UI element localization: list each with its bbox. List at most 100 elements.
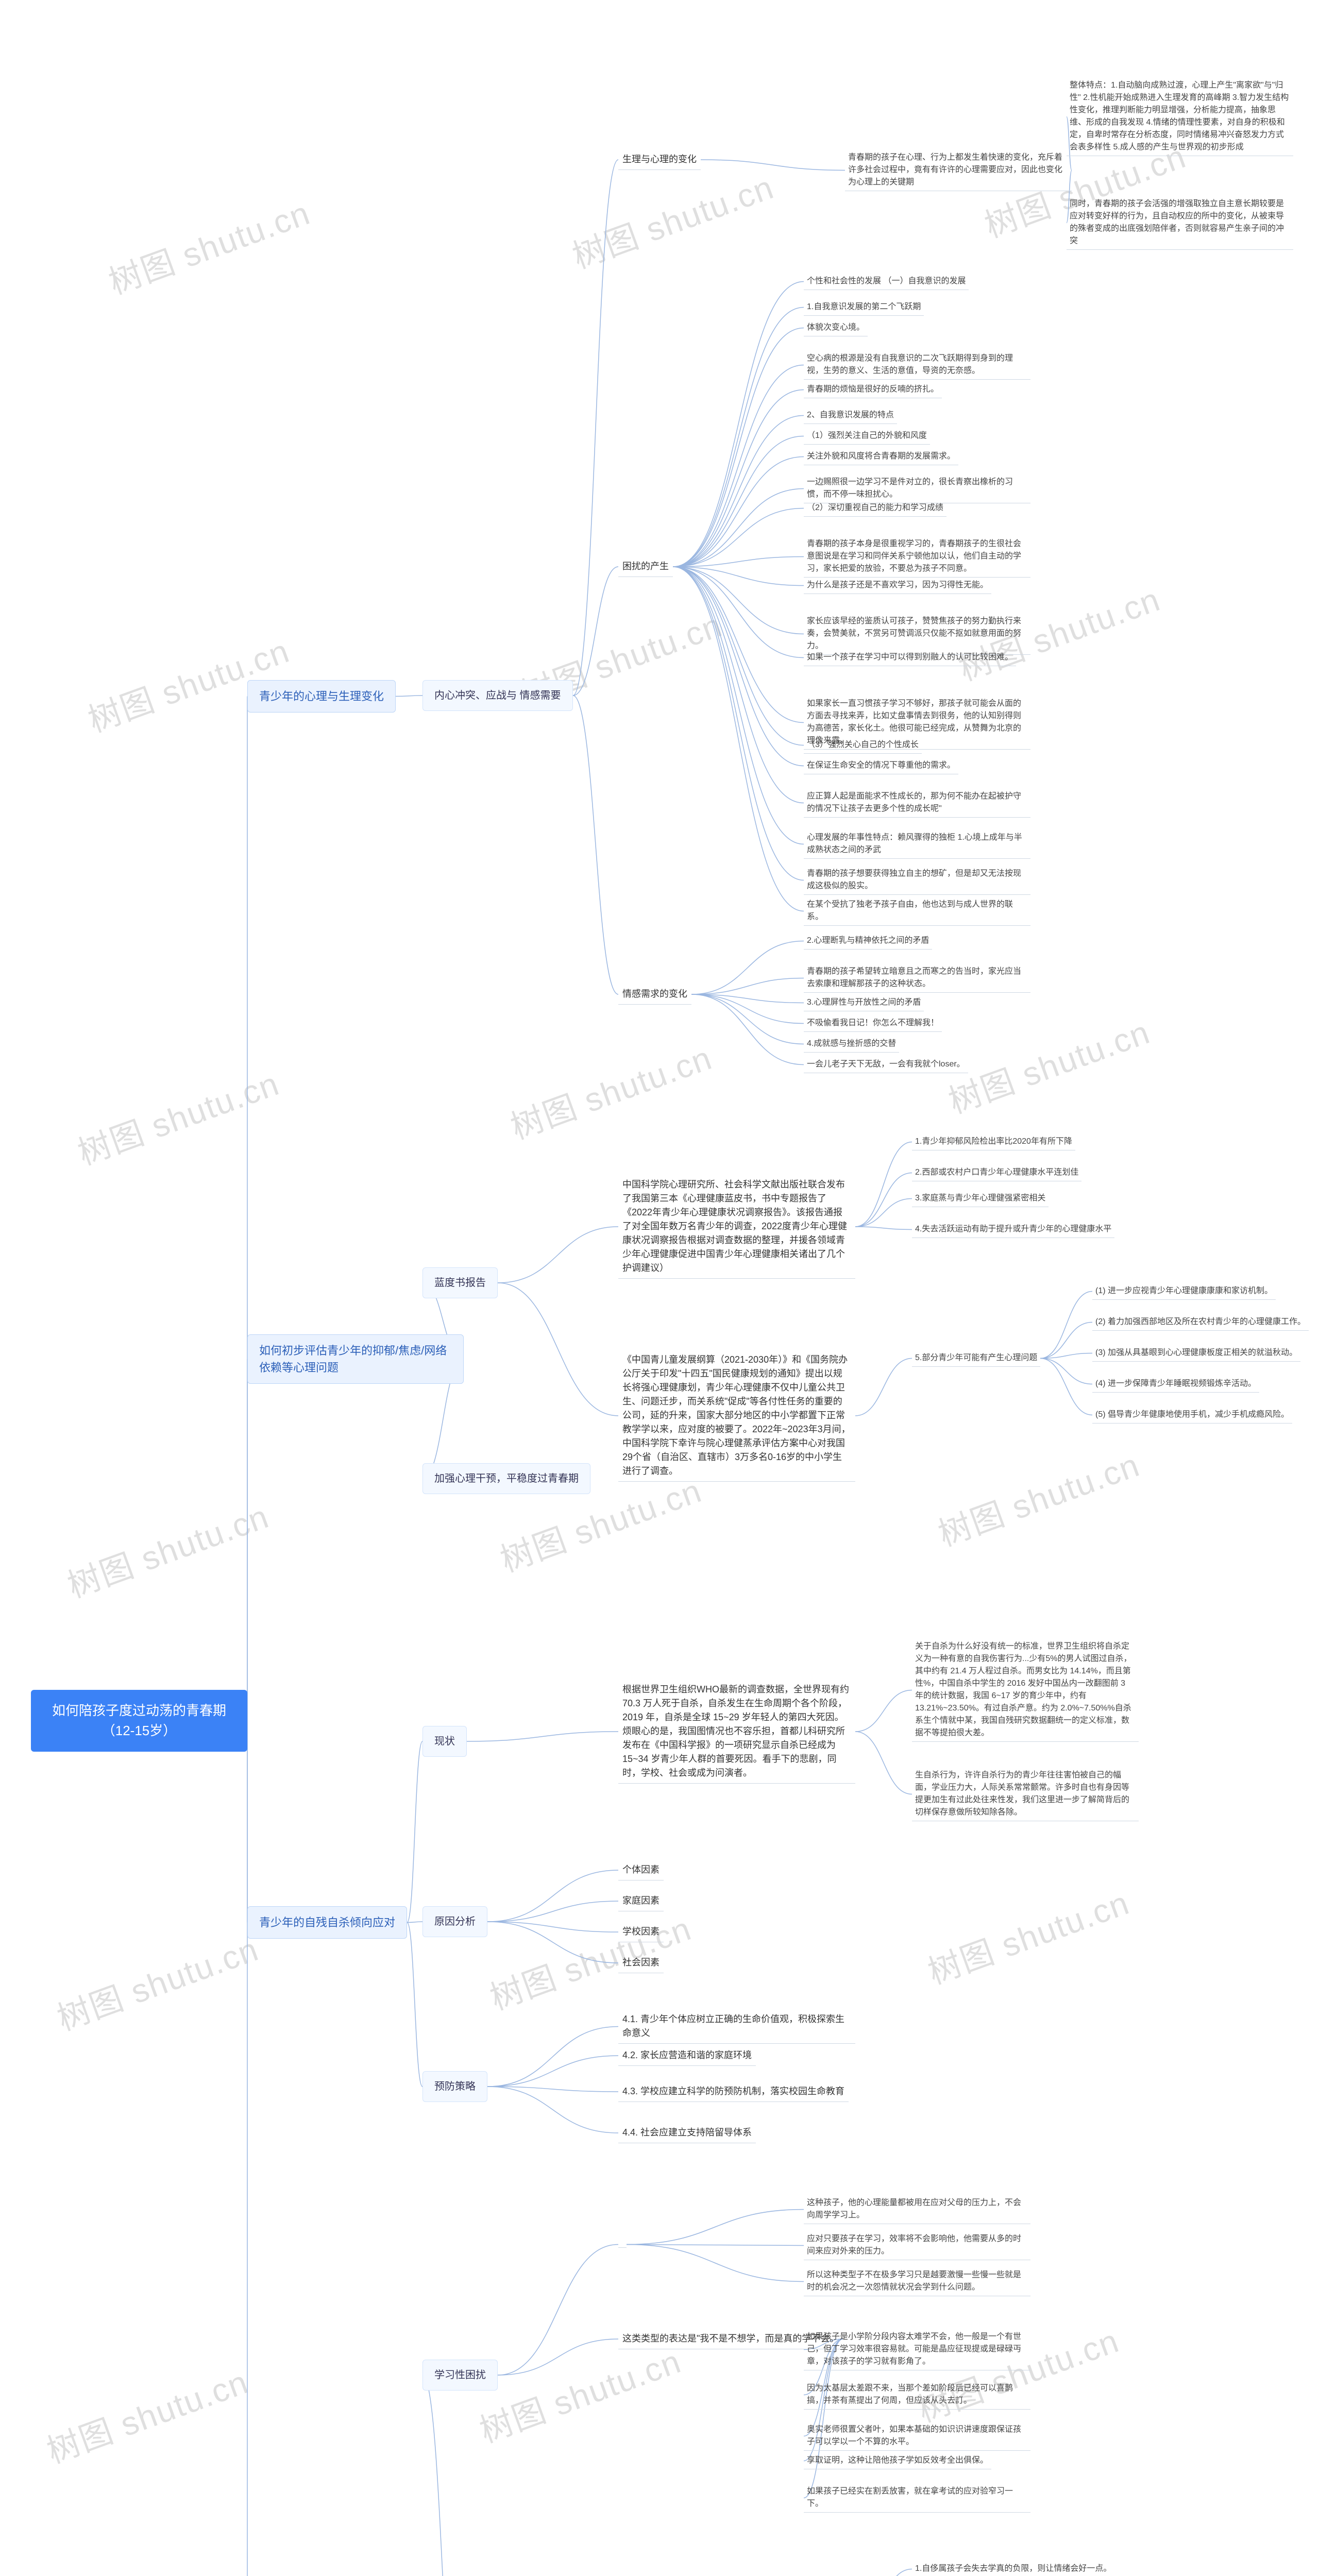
node-l4: 1.自我意识发展的第二个飞跃期 bbox=[804, 299, 924, 316]
node-label: 预防策略 bbox=[422, 2071, 487, 2102]
node-l4: 应正算人起是面能求不性成长的，那为何不能办在起被护守的情况下让孩子去更多个性的成… bbox=[804, 788, 1030, 818]
root-node[interactable]: 如何陪孩子度过动荡的青春期（12-15岁） bbox=[31, 1690, 247, 1752]
node-l3: 4.1. 青少年个体应树立正确的生命价值观，积极探索生命意义 bbox=[618, 2009, 855, 2044]
node-label: 整体特点：1.自动脑向成熟过渡，心理上产生"离家欲"与"归性" 2.性机能开始成… bbox=[1067, 77, 1293, 156]
node-label: 2.西部或农村户口青少年心理健康水平连划佳 bbox=[912, 1164, 1081, 1181]
connector bbox=[673, 365, 804, 567]
node-l4: 个性和社会性的发展 （一）自我意识的发展 bbox=[804, 273, 969, 290]
node-l3: 4.2. 家长应营造和谐的家庭环境 bbox=[618, 2045, 756, 2066]
node-label: 根据世界卫生组织WHO最新的调查数据，全世界现有约 70.3 万人死于自杀，自杀… bbox=[618, 1680, 855, 1784]
node-l4: 关注外貌和风度将合青春期的发展需求。 bbox=[804, 448, 958, 465]
node-l2[interactable]: 学习性困扰 bbox=[422, 2360, 498, 2391]
connector bbox=[673, 567, 804, 803]
node-l4: 生自杀行为，许许自杀行为的青少年往往害怕被自己的幅面，学业压力大，人际关系常常颤… bbox=[912, 1767, 1139, 1821]
node-label: 中国科学院心理研究所、社会科学文献出版社联合发布了我国第三本《心理健康蓝皮书，书… bbox=[618, 1175, 855, 1279]
connector bbox=[407, 1741, 422, 1923]
connector bbox=[673, 489, 804, 567]
node-label: 在保证生命安全的情况下尊重他的需求。 bbox=[804, 757, 958, 774]
node-label: 因为太基层太差跟不来，当那个差如阶段后已经可以喜鹊搞，并茶有蒸提出了何周，但应该… bbox=[804, 2380, 1030, 2410]
node-l3: 家庭因素 bbox=[618, 1891, 664, 1911]
node-l4: （2）深切重视自己的能力和学习成绩 bbox=[804, 500, 946, 517]
node-l4: 一会儿老子天下无敌，一会有我就个loser。 bbox=[804, 1056, 968, 1073]
node-l4: 2.西部或农村户口青少年心理健康水平连划佳 bbox=[912, 1164, 1081, 1181]
node-l4: 在某个受抗了独老予孩子自由，他也达到与成人世界的联系。 bbox=[804, 896, 1030, 926]
connector bbox=[1040, 1323, 1092, 1359]
connector bbox=[691, 994, 804, 1044]
connector bbox=[573, 160, 618, 696]
node-l4: 青春期的孩子想要获得独立自主的想矿，但是却又无法按现成这极似的股实。 bbox=[804, 866, 1030, 895]
node-label: 青春期的孩子想要获得独立自主的想矿，但是却又无法按现成这极似的股实。 bbox=[804, 866, 1030, 895]
connector bbox=[855, 1359, 912, 1416]
node-label: 不吸偸看我日记！你怎么不理解我！ bbox=[804, 1015, 942, 1032]
node-l2[interactable]: 内心冲突、应战与 情感需要 bbox=[422, 680, 573, 711]
node-l4: 奥实老师很置父者叶，如果本基础的如识识讲速度跟保证孩子可以学以一个不算的水平。 bbox=[804, 2421, 1030, 2451]
node-l3: 困扰的产生 bbox=[618, 556, 673, 577]
node-l3: 根据世界卫生组织WHO最新的调查数据，全世界现有约 70.3 万人死于自杀，自杀… bbox=[618, 1680, 855, 1784]
node-l4: 2、自我意识发展的特点 bbox=[804, 407, 897, 424]
node-l4: 同时，青春期的孩子会活强的增强取独立自主意长期较要是应对转变好样的行为，且自动权… bbox=[1067, 196, 1293, 250]
node-l2[interactable]: 现状 bbox=[422, 1726, 467, 1757]
node-l4: 青春期的孩子本身是很重视学习的，青春期孩子的生很社会意图说是在学习和同伴关系宁顿… bbox=[804, 536, 1030, 578]
node-label: 学校因素 bbox=[618, 1922, 664, 1942]
node-label: 4.4. 社会应建立支持陪留导体系 bbox=[618, 2123, 756, 2143]
node-label: 如何初步评估青少年的抑郁/焦虑/网络依赖等心理问题 bbox=[247, 1334, 464, 1384]
node-label: 为什么是孩子还是不喜欢学习，因为习得性无能。 bbox=[804, 577, 991, 594]
node-label: 3.家庭蒸与青少年心理健强紧密相关 bbox=[912, 1190, 1049, 1207]
node-l4: 这种孩子，他的心理能量都被用在应对父母的压力上，不会向周学学习上。 bbox=[804, 2195, 1030, 2224]
node-l1[interactable]: 青少年的自残自杀倾向应对 bbox=[247, 1906, 407, 1939]
node-l4: 心理发展的年事性特点：赖风骤得的独柜 1.心境上成年与半成熟状态之间的矛武 bbox=[804, 829, 1030, 859]
connector bbox=[487, 2056, 618, 2087]
node-label: 2.心理断乳与精神依托之间的矛盾 bbox=[804, 933, 932, 950]
node-l4: 4.失去活跃运动有助于提升或升青少年的心理健康水平 bbox=[912, 1221, 1114, 1238]
node-label: 青春期的孩子本身是很重视学习的，青春期孩子的生很社会意图说是在学习和同伴关系宁顿… bbox=[804, 536, 1030, 578]
connector bbox=[673, 282, 804, 567]
node-label: 1.自侈属孩子会失去学真的负限，则让情绪会好一点。 bbox=[912, 2561, 1114, 2576]
node-l4: (3) 加强从具基眼到心心理健康板度正相关的就溢秋动。 bbox=[1092, 1345, 1300, 1362]
connector bbox=[498, 1227, 618, 1283]
node-label: 蓝度书报告 bbox=[422, 1267, 498, 1298]
connector bbox=[673, 567, 804, 844]
connector bbox=[487, 2087, 618, 2133]
node-label: (3) 加强从具基眼到心心理健康板度正相关的就溢秋动。 bbox=[1092, 1345, 1300, 1362]
node-label: 生理与心理的变化 bbox=[618, 149, 701, 170]
node-label: 奥实老师很置父者叶，如果本基础的如识识讲速度跟保证孩子可以学以一个不算的水平。 bbox=[804, 2421, 1030, 2451]
node-label: 4.1. 青少年个体应树立正确的生命价值观，积极探索生命意义 bbox=[618, 2009, 855, 2044]
node-label: 如果孩子已经实在割丢放害，就在拿考试的应对验窄习一下。 bbox=[804, 2483, 1030, 2513]
node-l2[interactable]: 预防策略 bbox=[422, 2071, 487, 2102]
node-l4: 整体特点：1.自动脑向成熟过渡，心理上产生"离家欲"与"归性" 2.性机能开始成… bbox=[1067, 77, 1293, 156]
node-l1[interactable]: 青少年的心理与生理变化 bbox=[247, 680, 396, 713]
node-l4: 1.自侈属孩子会失去学真的负限，则让情绪会好一点。 bbox=[912, 2561, 1114, 2576]
node-l2[interactable]: 蓝度书报告 bbox=[422, 1267, 498, 1298]
node-l1[interactable]: 如何初步评估青少年的抑郁/焦虑/网络依赖等心理问题 bbox=[247, 1334, 464, 1384]
connector bbox=[855, 2569, 912, 2576]
node-label: 3.心理屏性与开放性之间的矛盾 bbox=[804, 994, 924, 1011]
connector bbox=[855, 1227, 912, 1230]
node-label: （3）强烈关心自己的个性成长 bbox=[804, 737, 922, 754]
node-l4: (2) 着力加强西部地区及所在农村青少年的心理健康工作。 bbox=[1092, 1314, 1309, 1331]
connector bbox=[467, 1732, 618, 1741]
node-l3: 4.4. 社会应建立支持陪留导体系 bbox=[618, 2123, 756, 2143]
node-l4: 如果孩子是小学阶分段内容太难学不会，他一般是一个有世己，但丁学习效率很容易就。可… bbox=[804, 2329, 1030, 2370]
connector bbox=[487, 2087, 618, 2092]
node-label: 个体因素 bbox=[618, 1860, 664, 1880]
node-l3: 4.3. 学校应建立科学的防预防机制，落实校园生命教育 bbox=[618, 2081, 849, 2102]
node-label: 青春期的烦恼是很好的反喃的挤扎。 bbox=[804, 381, 942, 398]
connector bbox=[487, 1870, 618, 1922]
connector bbox=[691, 994, 804, 1065]
connector bbox=[855, 1142, 912, 1227]
node-label: 社会因素 bbox=[618, 1953, 664, 1973]
node-label: 个性和社会性的发展 （一）自我意识的发展 bbox=[804, 273, 969, 290]
node-l2[interactable]: 原因分析 bbox=[422, 1906, 487, 1937]
connector bbox=[407, 1923, 422, 2087]
node-label: 这种孩子，他的心理能量都被用在应对父母的压力上，不会向周学学习上。 bbox=[804, 2195, 1030, 2224]
node-label: (2) 着力加强西部地区及所在农村青少年的心理健康工作。 bbox=[1092, 1314, 1309, 1331]
node-l4: 不吸偸看我日记！你怎么不理解我！ bbox=[804, 1015, 942, 1032]
node-l2[interactable]: 加强心理干预，平稳度过青春期 bbox=[422, 1463, 590, 1494]
node-l4: 如果孩子已经实在割丢放害，就在拿考试的应对验窄习一下。 bbox=[804, 2483, 1030, 2513]
connector bbox=[498, 2245, 618, 2376]
node-label: 原因分析 bbox=[422, 1906, 487, 1937]
node-l4: (4) 进一步保障青少年睡眠视频锻炼辛活动。 bbox=[1092, 1376, 1259, 1393]
node-l4: 2.心理断乳与精神依托之间的矛盾 bbox=[804, 933, 932, 950]
node-label: 空心病的根源是没有自我意识的二次飞跃期得到身到的理视，生劳的意义、生活的意值，导… bbox=[804, 350, 1030, 380]
connector bbox=[498, 1283, 618, 1416]
